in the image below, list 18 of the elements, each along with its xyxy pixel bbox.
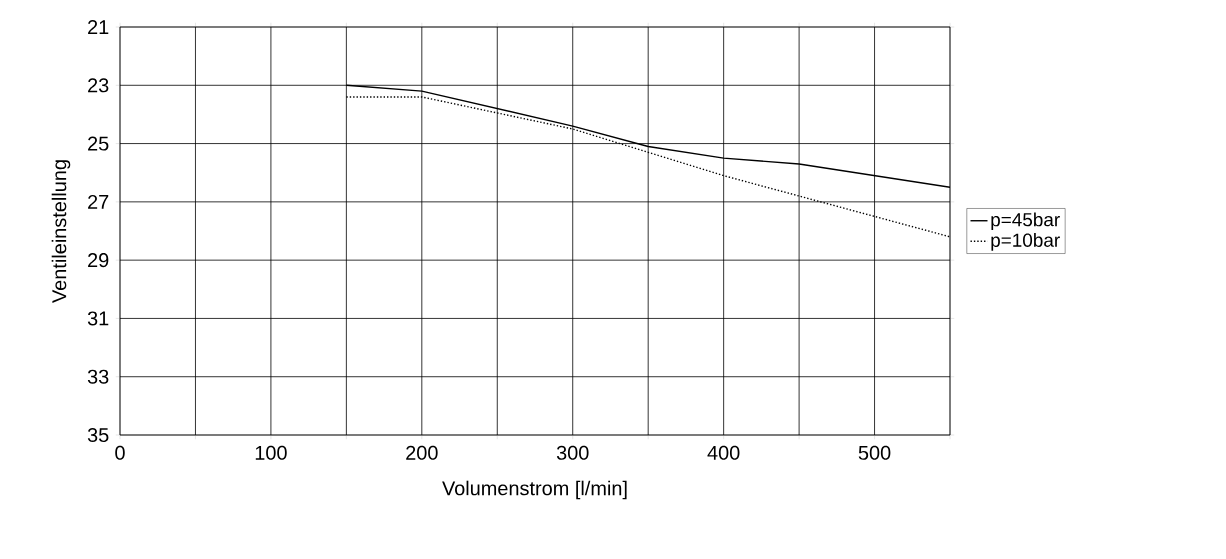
x-tick-label: 500 [858,445,891,460]
y-tick-label: 25 [88,136,109,151]
y-tick-label: 31 [87,311,109,326]
x-tick-label: 100 [255,445,287,460]
legend-label: p=10bar [991,232,1060,251]
x-tick-label: 200 [406,445,438,460]
y-tick-label: 21 [88,20,109,34]
x-tick-label: 0 [115,445,125,460]
y-axis-title: Ventileinstellung [51,160,71,303]
x-tick-label: 300 [556,445,589,460]
x-tick-label: 400 [707,445,740,460]
y-tick-label: 23 [88,78,109,93]
y-tick-label: 35 [87,427,109,443]
y-tick-label: 27 [88,194,109,209]
legend-label: p=45bar [991,212,1060,231]
x-axis-title: Volumenstrom [l/min] [442,480,627,500]
y-tick-label: 33 [87,369,109,384]
y-tick-label: 29 [88,253,109,268]
